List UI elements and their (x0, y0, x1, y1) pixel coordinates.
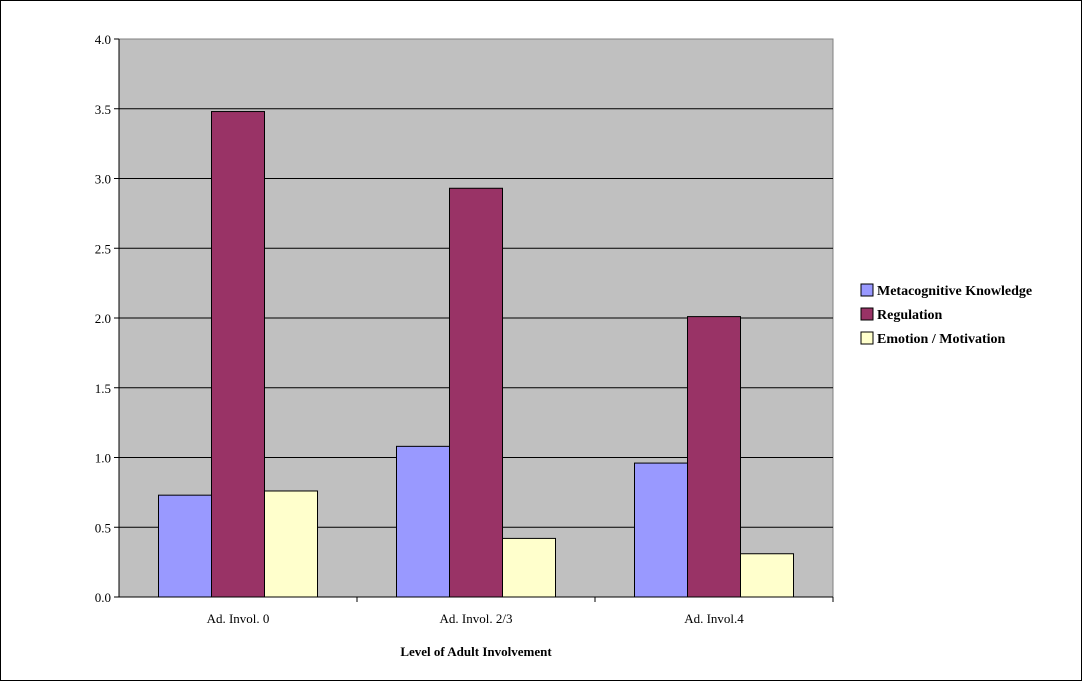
y-tick-label: 2.0 (95, 311, 111, 326)
y-tick-label: 4.0 (95, 32, 111, 47)
y-tick-label: 3.0 (95, 172, 111, 187)
bar-regulation-0 (212, 112, 265, 597)
legend-label: Emotion / Motivation (877, 332, 1006, 347)
bar-regulation-2 (688, 317, 741, 597)
x-axis-title: Level of Adult Involvement (400, 644, 552, 659)
x-tick-label: Ad. Invol. 2/3 (440, 611, 513, 626)
y-axis: 0.0 0.5 1.0 1.5 2.0 2.5 3.0 3.5 4.0 (95, 32, 119, 605)
legend-swatch (861, 308, 873, 320)
bar-emotion-motivation-0 (265, 491, 318, 597)
x-axis: Ad. Invol. 0 Ad. Invol. 2/3 Ad. Invol.4 (119, 597, 833, 626)
x-tick-label: Ad. Invol.4 (684, 611, 744, 626)
legend-swatch (861, 332, 873, 344)
bar-emotion-motivation-1 (503, 538, 556, 597)
bar-metacognitive-knowledge-1 (397, 446, 450, 597)
bar-metacognitive-knowledge-2 (635, 463, 688, 597)
y-tick-label: 0.0 (95, 590, 111, 605)
y-tick-label: 0.5 (95, 520, 111, 535)
y-tick-label: 1.0 (95, 451, 111, 466)
bar-regulation-1 (450, 188, 503, 597)
legend: Metacognitive Knowledge Regulation Emotion… (861, 284, 1032, 347)
legend-label: Metacognitive Knowledge (877, 284, 1032, 299)
bar-emotion-motivation-2 (741, 554, 794, 597)
y-tick-label: 3.5 (95, 102, 111, 117)
y-tick-label: 2.5 (95, 241, 111, 256)
legend-label: Regulation (877, 308, 943, 323)
y-tick-label: 1.5 (95, 381, 111, 396)
bar-metacognitive-knowledge-0 (159, 495, 212, 597)
legend-swatch (861, 284, 873, 296)
x-tick-label: Ad. Invol. 0 (207, 611, 270, 626)
